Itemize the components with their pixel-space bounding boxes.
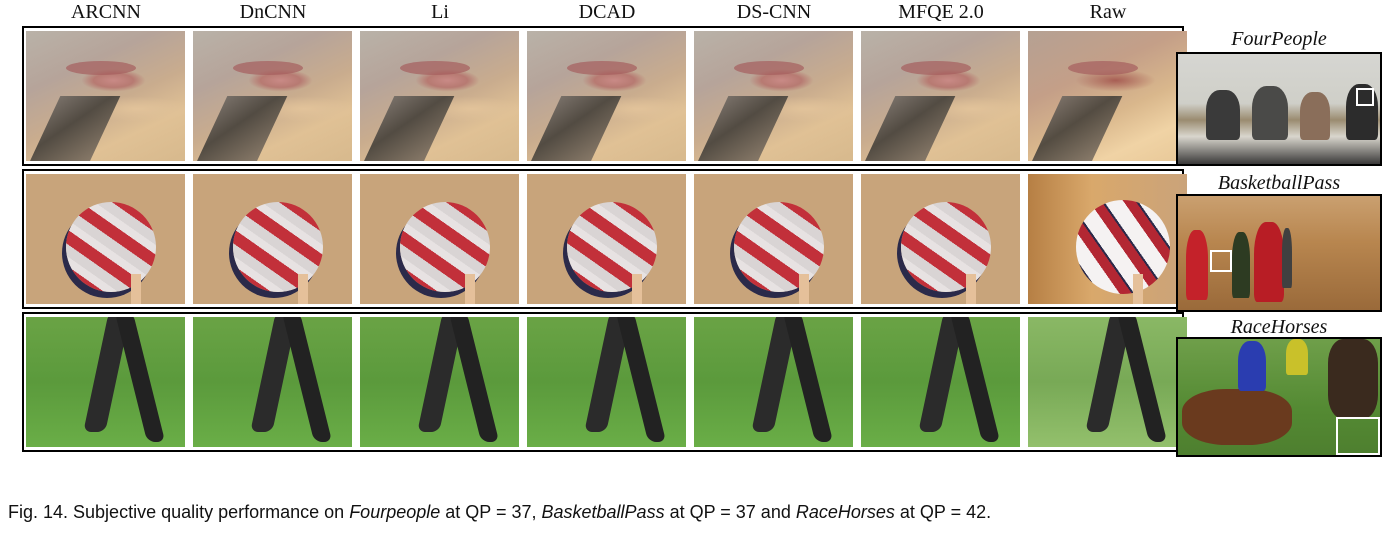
column-label-arcnn: ARCNN <box>70 1 141 23</box>
caption-mid2: at QP = 37 and <box>664 502 796 522</box>
patch-fourpeople-dcad <box>527 31 686 161</box>
patch-basketball-raw <box>1028 174 1187 304</box>
player-figure <box>1186 230 1208 300</box>
patch-fourpeople-dncnn <box>193 31 352 161</box>
column-label-raw: Raw <box>1089 1 1127 23</box>
patch-racehorses-dncnn <box>193 317 352 447</box>
player-figure <box>1232 232 1250 298</box>
roi-box-racehorses <box>1336 417 1380 455</box>
caption-seq-fourpeople: Fourpeople <box>349 502 441 522</box>
row-basketballpass <box>22 169 1187 309</box>
column-label-li: Li <box>431 1 449 23</box>
player-figure <box>1282 228 1292 288</box>
patch-racehorses-li <box>360 317 519 447</box>
caption-seq-basketballpass: BasketballPass <box>541 502 665 522</box>
roi-box-basketballpass <box>1210 250 1232 272</box>
caption-prefix: Fig. 14. Subjective quality performance … <box>8 502 350 522</box>
patch-fourpeople-raw <box>1028 31 1187 161</box>
patch-racehorses-dcad <box>527 317 686 447</box>
patch-basketball-mfqe <box>861 174 1020 304</box>
patch-fourpeople-mfqe <box>861 31 1020 161</box>
horse-figure <box>1182 389 1292 445</box>
caption-suffix: at QP = 42. <box>894 502 992 522</box>
caption-mid1: at QP = 37, <box>440 502 542 522</box>
thumbnail-basketballpass <box>1176 194 1382 312</box>
column-label-dncnn: DnCNN <box>239 1 307 23</box>
row-racehorses <box>22 312 1187 452</box>
patch-racehorses-arcnn <box>26 317 185 447</box>
roi-box-fourpeople <box>1356 88 1374 106</box>
sequence-label-basketballpass: BasketballPass <box>1217 172 1341 194</box>
patch-racehorses-ds-cnn <box>694 317 853 447</box>
patch-basketball-arcnn <box>26 174 185 304</box>
person-figure <box>1206 90 1240 140</box>
rider-figure <box>1286 339 1308 375</box>
rider-figure <box>1238 341 1266 391</box>
sequence-label-racehorses: RaceHorses <box>1230 316 1328 338</box>
patch-fourpeople-arcnn <box>26 31 185 161</box>
caption-seq-racehorses: RaceHorses <box>795 502 895 522</box>
row-fourpeople <box>22 26 1187 166</box>
figure-caption: Fig. 14. Subjective quality performance … <box>8 502 1388 523</box>
person-figure <box>1252 86 1288 140</box>
player-figure <box>1254 222 1284 302</box>
patch-basketball-dcad <box>527 174 686 304</box>
patch-basketball-ds-cnn <box>694 174 853 304</box>
person-figure <box>1300 92 1330 140</box>
column-label-dcad: DCAD <box>578 1 636 23</box>
column-label-ds-cnn: DS-CNN <box>736 1 812 23</box>
patch-racehorses-mfqe <box>861 317 1020 447</box>
patch-fourpeople-ds-cnn <box>694 31 853 161</box>
patch-racehorses-raw <box>1028 317 1187 447</box>
horse-figure <box>1328 339 1378 419</box>
patch-fourpeople-li <box>360 31 519 161</box>
thumbnail-fourpeople <box>1176 52 1382 166</box>
patch-basketball-li <box>360 174 519 304</box>
sequence-label-fourpeople: FourPeople <box>1231 28 1327 50</box>
thumbnail-racehorses <box>1176 337 1382 457</box>
patch-basketball-dncnn <box>193 174 352 304</box>
column-label-mfqe: MFQE 2.0 <box>898 1 984 23</box>
